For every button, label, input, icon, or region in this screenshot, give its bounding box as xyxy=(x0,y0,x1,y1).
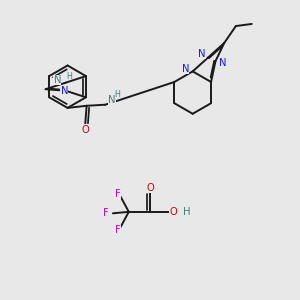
Text: N: N xyxy=(108,95,116,105)
Text: O: O xyxy=(81,124,89,135)
Text: H: H xyxy=(114,91,120,100)
Text: F: F xyxy=(115,189,121,199)
Text: F: F xyxy=(103,208,109,218)
Text: N: N xyxy=(61,86,68,96)
Text: O: O xyxy=(169,207,177,217)
Text: N: N xyxy=(219,58,226,68)
Text: O: O xyxy=(146,183,154,193)
Text: H: H xyxy=(183,207,191,217)
Text: N: N xyxy=(53,75,61,85)
Text: N: N xyxy=(182,64,189,74)
Text: H: H xyxy=(67,72,73,81)
Text: N: N xyxy=(198,49,206,59)
Text: F: F xyxy=(115,225,121,235)
